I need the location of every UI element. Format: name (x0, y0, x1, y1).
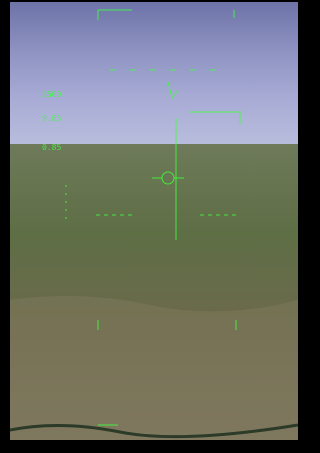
hud-readout: 0.85 (42, 143, 61, 152)
game-view: 2500 9.85 0.85 (0, 0, 301, 453)
hud-readout: 2500 (42, 90, 61, 99)
page: {"hud": {"readouts": [ {"label": "2500"}… (0, 0, 301, 453)
terrain-patch (10, 296, 298, 440)
hud-readout: 9.85 (42, 114, 61, 123)
